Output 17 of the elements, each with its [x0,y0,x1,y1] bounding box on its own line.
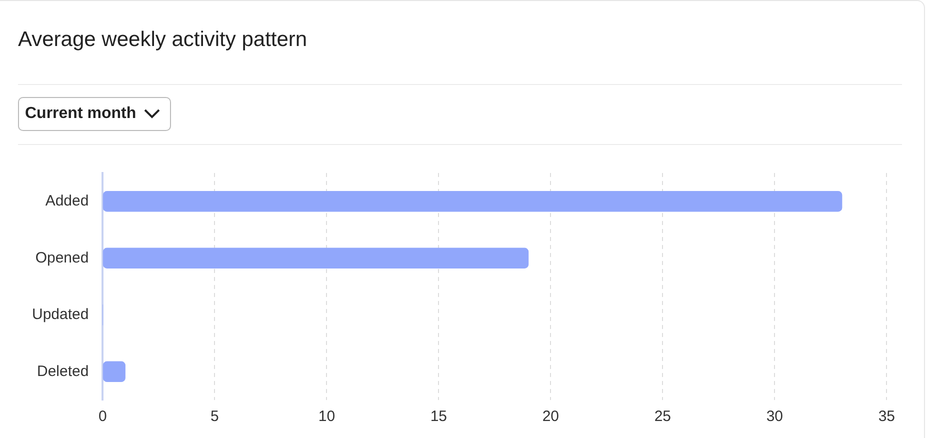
y-tick-label: Updated [32,306,89,324]
bar [102,191,842,212]
x-tick-label: 0 [98,408,107,426]
text: Current month [25,105,136,123]
y-tick-label: Opened [35,249,89,266]
x-tick-label: 35 [878,408,895,426]
x-tick-label: 15 [430,408,448,426]
x-tick-label: 25 [654,408,672,426]
y-tick-label: Deleted [37,362,89,380]
x-tick-label: 20 [542,408,560,426]
x-tick-label: 10 [318,408,336,426]
x-tick-label: 30 [766,408,784,426]
chart-title: Average weekly activity pattern [18,28,308,52]
bar [102,361,126,382]
x-tick-label: 5 [210,408,219,426]
bar [102,248,529,268]
y-tick-label: Added [45,192,89,210]
